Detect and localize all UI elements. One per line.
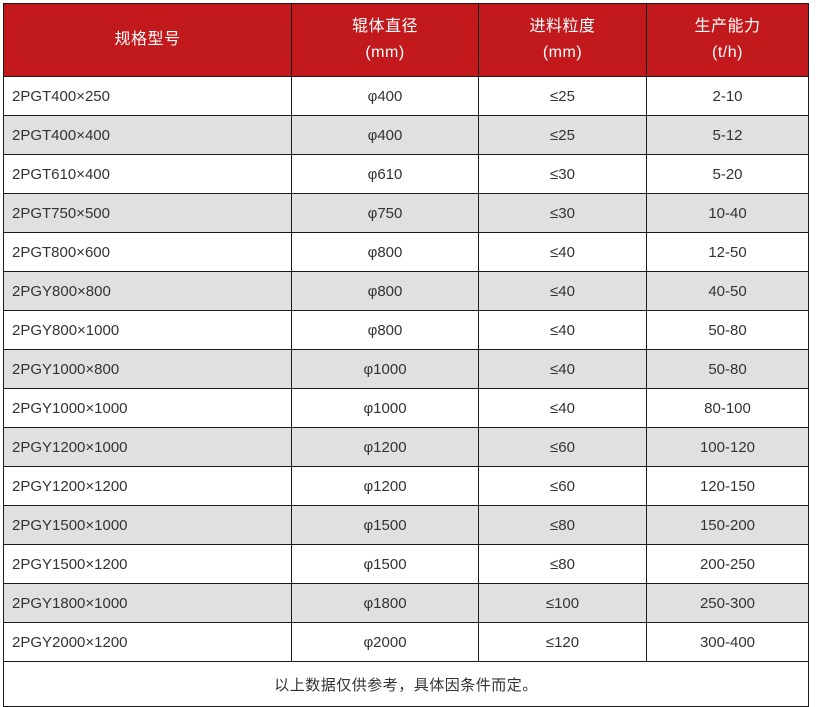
table-row: 2PGY800×800 φ800 ≤40 40-50: [3, 271, 809, 311]
cell-capacity: 80-100: [646, 388, 809, 428]
cell-diameter: φ1000: [291, 388, 479, 428]
cell-capacity: 50-80: [646, 310, 809, 350]
column-header-roller-diameter: 辊体直径 (mm): [291, 3, 479, 77]
table-row: 2PGY1200×1000 φ1200 ≤60 100-120: [3, 427, 809, 467]
header-row: 规格型号 辊体直径 (mm) 进料粒度 (mm) 生产能力 (t/h): [3, 3, 809, 77]
cell-model: 2PGY800×800: [3, 271, 292, 311]
cell-diameter: φ1500: [291, 544, 479, 584]
cell-feed-size: ≤25: [478, 115, 647, 155]
cell-model: 2PGY800×1000: [3, 310, 292, 350]
column-header-capacity: 生产能力 (t/h): [646, 3, 809, 77]
cell-diameter: φ400: [291, 115, 479, 155]
cell-feed-size: ≤40: [478, 388, 647, 428]
column-header-capacity-unit: (t/h): [712, 44, 743, 61]
cell-model: 2PGT400×400: [3, 115, 292, 155]
cell-capacity: 250-300: [646, 583, 809, 623]
table-row: 2PGT400×250 φ400 ≤25 2-10: [3, 76, 809, 116]
cell-feed-size: ≤30: [478, 193, 647, 233]
cell-feed-size: ≤80: [478, 505, 647, 545]
column-header-capacity-label: 生产能力: [694, 18, 761, 35]
column-header-model: 规格型号: [3, 3, 292, 77]
column-header-feed-size-label: 进料粒度: [529, 18, 596, 35]
table-row: 2PGT750×500 φ750 ≤30 10-40: [3, 193, 809, 233]
cell-capacity: 12-50: [646, 232, 809, 272]
cell-capacity: 10-40: [646, 193, 809, 233]
cell-capacity: 300-400: [646, 622, 809, 662]
cell-model: 2PGT750×500: [3, 193, 292, 233]
table-row: 2PGT610×400 φ610 ≤30 5-20: [3, 154, 809, 194]
cell-feed-size: ≤60: [478, 427, 647, 467]
cell-capacity: 2-10: [646, 76, 809, 116]
cell-feed-size: ≤25: [478, 76, 647, 116]
table-row: 2PGY1500×1200 φ1500 ≤80 200-250: [3, 544, 809, 584]
cell-model: 2PGT800×600: [3, 232, 292, 272]
cell-model: 2PGY1200×1200: [3, 466, 292, 506]
footnote-row: 以上数据仅供参考，具体因条件而定。: [3, 661, 809, 707]
table-row: 2PGY800×1000 φ800 ≤40 50-80: [3, 310, 809, 350]
column-header-model-label: 规格型号: [114, 31, 181, 48]
cell-capacity: 5-20: [646, 154, 809, 194]
cell-diameter: φ800: [291, 310, 479, 350]
cell-diameter: φ1200: [291, 466, 479, 506]
cell-diameter: φ1800: [291, 583, 479, 623]
cell-diameter: φ610: [291, 154, 479, 194]
cell-capacity: 150-200: [646, 505, 809, 545]
cell-feed-size: ≤40: [478, 232, 647, 272]
table-row: 2PGY1200×1200 φ1200 ≤60 120-150: [3, 466, 809, 506]
cell-feed-size: ≤120: [478, 622, 647, 662]
table-row: 2PGY1000×800 φ1000 ≤40 50-80: [3, 349, 809, 389]
page-container: 规格型号 辊体直径 (mm) 进料粒度 (mm) 生产能力 (t/h) 2PGT…: [3, 3, 809, 707]
cell-feed-size: ≤40: [478, 349, 647, 389]
column-header-roller-diameter-unit: (mm): [365, 44, 405, 61]
cell-model: 2PGY1000×1000: [3, 388, 292, 428]
cell-diameter: φ1000: [291, 349, 479, 389]
table-row: 2PGY1500×1000 φ1500 ≤80 150-200: [3, 505, 809, 545]
cell-model: 2PGY1500×1200: [3, 544, 292, 584]
column-header-feed-size-unit: (mm): [542, 44, 583, 61]
cell-model: 2PGT400×250: [3, 76, 292, 116]
cell-model: 2PGY1800×1000: [3, 583, 292, 623]
cell-feed-size: ≤100: [478, 583, 647, 623]
table-row: 2PGT400×400 φ400 ≤25 5-12: [3, 115, 809, 155]
cell-diameter: φ800: [291, 232, 479, 272]
cell-model: 2PGY2000×1200: [3, 622, 292, 662]
table-row: 2PGY2000×1200 φ2000 ≤120 300-400: [3, 622, 809, 662]
cell-capacity: 100-120: [646, 427, 809, 467]
cell-capacity: 120-150: [646, 466, 809, 506]
cell-feed-size: ≤30: [478, 154, 647, 194]
cell-feed-size: ≤60: [478, 466, 647, 506]
cell-diameter: φ800: [291, 271, 479, 311]
cell-model: 2PGT610×400: [3, 154, 292, 194]
table-header: 规格型号 辊体直径 (mm) 进料粒度 (mm) 生产能力 (t/h): [3, 3, 809, 77]
cell-diameter: φ750: [291, 193, 479, 233]
table-row: 2PGT800×600 φ800 ≤40 12-50: [3, 232, 809, 272]
cell-feed-size: ≤80: [478, 544, 647, 584]
table-footer: 以上数据仅供参考，具体因条件而定。: [3, 661, 809, 707]
table-body: 2PGT400×250 φ400 ≤25 2-10 2PGT400×400 φ400 ≤25…: [3, 76, 809, 662]
cell-feed-size: ≤40: [478, 271, 647, 311]
cell-diameter: φ1500: [291, 505, 479, 545]
cell-model: 2PGY1500×1000: [3, 505, 292, 545]
cell-model: 2PGY1200×1000: [3, 427, 292, 467]
cell-diameter: φ2000: [291, 622, 479, 662]
cell-capacity: 40-50: [646, 271, 809, 311]
cell-capacity: 50-80: [646, 349, 809, 389]
cell-diameter: φ1200: [291, 427, 479, 467]
cell-diameter: φ400: [291, 76, 479, 116]
table-row: 2PGY1800×1000 φ1800 ≤100 250-300: [3, 583, 809, 623]
footnote-text: 以上数据仅供参考，具体因条件而定。: [3, 661, 809, 707]
cell-feed-size: ≤40: [478, 310, 647, 350]
table-row: 2PGY1000×1000 φ1000 ≤40 80-100: [3, 388, 809, 428]
cell-model: 2PGY1000×800: [3, 349, 292, 389]
specification-table: 规格型号 辊体直径 (mm) 进料粒度 (mm) 生产能力 (t/h) 2PGT…: [3, 3, 809, 707]
cell-capacity: 5-12: [646, 115, 809, 155]
column-header-feed-size: 进料粒度 (mm): [478, 3, 647, 77]
column-header-roller-diameter-label: 辊体直径: [351, 18, 418, 35]
cell-capacity: 200-250: [646, 544, 809, 584]
